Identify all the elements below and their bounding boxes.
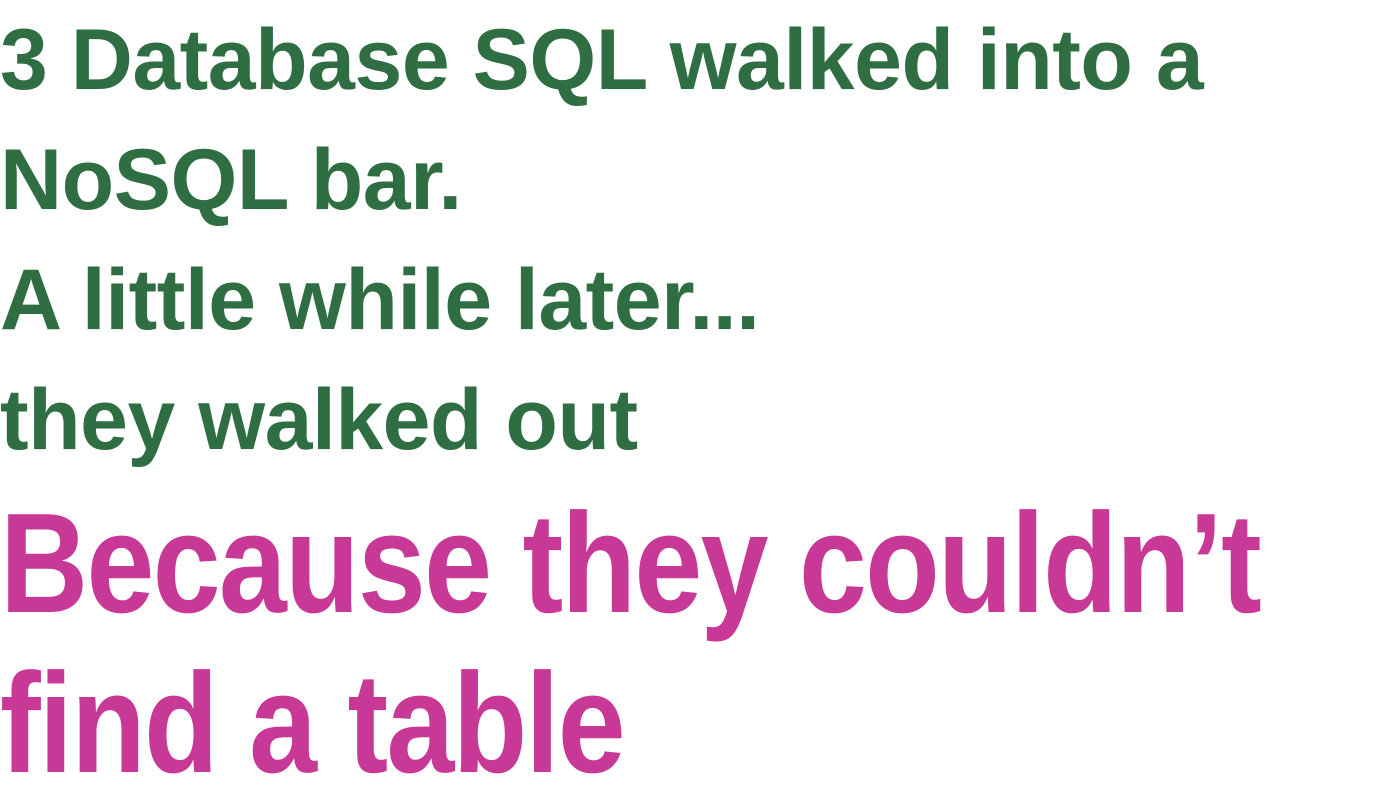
joke-punchline: Because they couldn’t find a table [0, 484, 1262, 804]
punchline-line-2: find a table [0, 644, 626, 803]
setup-line-4: they walked out [0, 372, 638, 468]
setup-line-3: A little while later... [0, 252, 760, 348]
setup-line-1: 3 Database SQL walked into a [0, 12, 1204, 108]
punchline-line-1: Because they couldn’t [0, 484, 1262, 643]
setup-line-2: NoSQL bar. [0, 132, 462, 228]
joke-setup: 3 Database SQL walked into a NoSQL bar. … [0, 12, 1204, 468]
